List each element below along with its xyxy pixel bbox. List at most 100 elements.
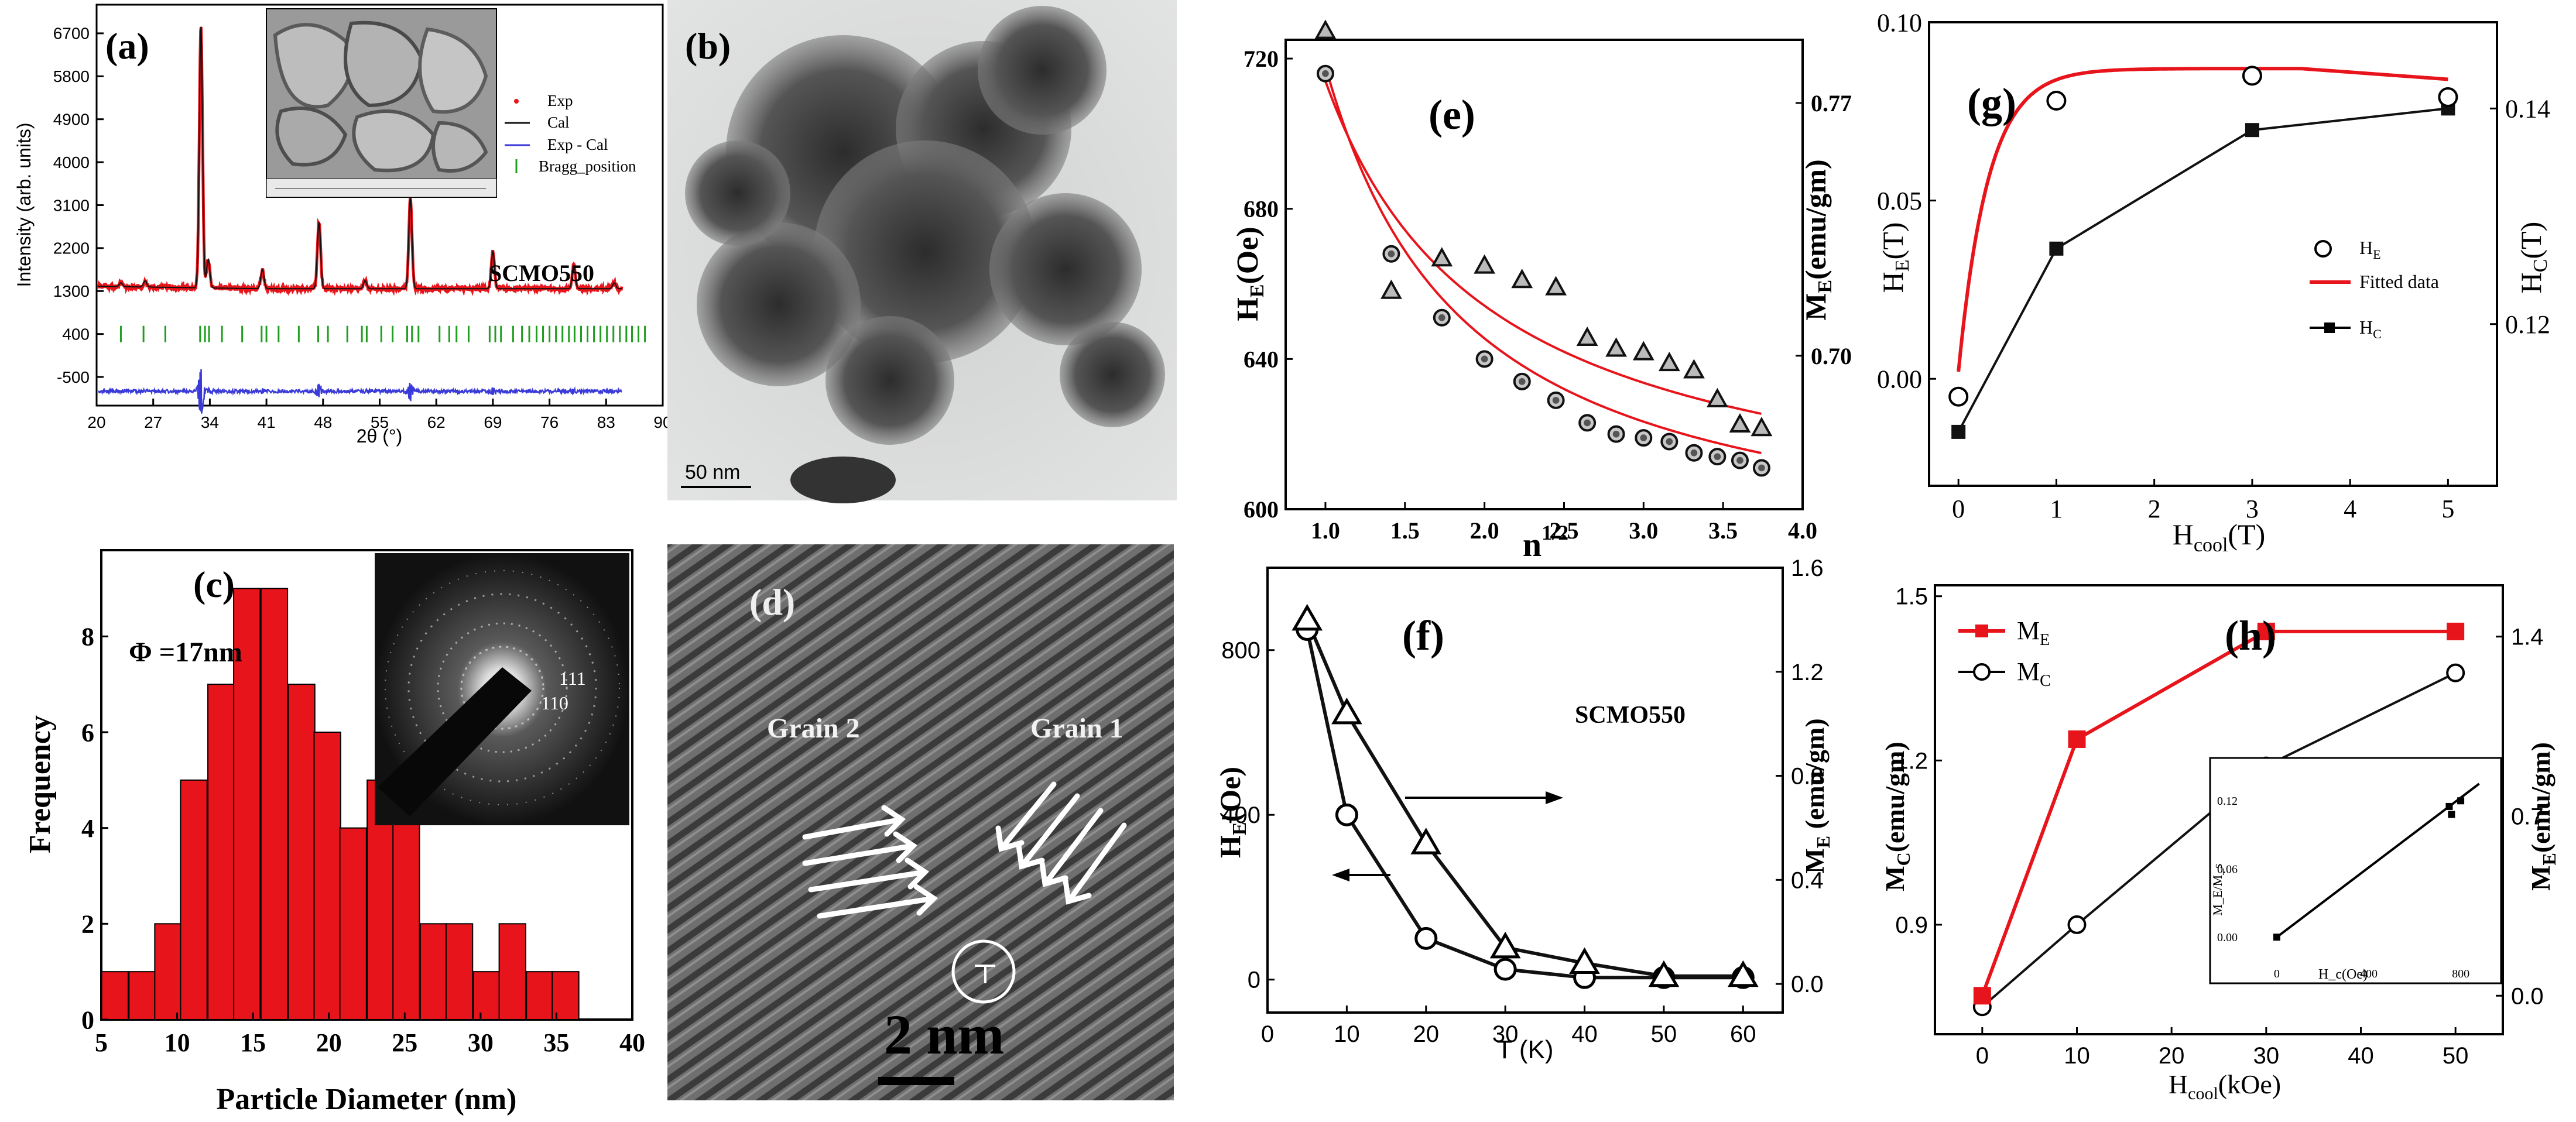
- panel-h-legend: ME MC: [1958, 616, 2051, 690]
- panel-a-legend: Exp Cal Exp - Cal Bragg_position: [505, 92, 636, 175]
- panel-e-y2label: ME(emu/gm): [1799, 159, 1836, 320]
- legend-he: HE: [2359, 237, 2381, 262]
- panel-f-ylabel: HE(Oe): [1214, 767, 1251, 858]
- x-tick-label: 3.0: [1629, 517, 1658, 544]
- histogram-bar: [498, 923, 526, 1020]
- panel-c-ylabel: Frequency: [23, 715, 57, 853]
- data-point: [1414, 927, 1438, 950]
- legend-bragg: Bragg_position: [539, 157, 636, 175]
- x-tick-label: 15: [240, 1028, 266, 1057]
- data-point-core: [1388, 250, 1395, 258]
- y-tick-label: 1300: [53, 282, 90, 300]
- panel-a: 20 27 34 41 48 55 62 69 76 83 90-50040013002200310…: [13, 4, 672, 447]
- histogram-bar: [526, 971, 554, 1020]
- mc-line: [1981, 671, 2457, 1008]
- panel-g-label: (g): [1967, 80, 2016, 126]
- y-tick-label: 4000: [53, 153, 90, 171]
- data-point-core: [1438, 314, 1445, 321]
- data-point: [1648, 960, 1680, 987]
- histogram-bar: [472, 971, 501, 1020]
- y-tick-label: -500: [57, 368, 90, 386]
- he-point: [2046, 91, 2067, 111]
- data-point-core: [1481, 355, 1488, 363]
- panel-g-ylabel: HE(T): [1876, 222, 1913, 293]
- grain2-arrows: [802, 805, 938, 919]
- legend-mc: MC: [2017, 657, 2051, 690]
- data-point: [2245, 123, 2259, 138]
- data-point: [1493, 958, 1517, 981]
- y2-tick-label: 0.70: [1811, 343, 1852, 369]
- legend-exp: Exp: [547, 92, 573, 109]
- x-tick-label: 69: [484, 413, 502, 431]
- legend-me: ME: [2017, 616, 2050, 649]
- inset-point: [2445, 802, 2453, 810]
- histogram-bar: [287, 684, 316, 1020]
- panel-b-label: (b): [685, 25, 731, 67]
- x-tick-label: 1.5: [1390, 517, 1420, 544]
- x-tick-label: 20: [316, 1028, 342, 1057]
- x-tick-label: 40: [619, 1028, 645, 1057]
- x-tick-label: 62: [427, 413, 446, 431]
- data-point: [1605, 337, 1627, 357]
- panel-e-frame: [1284, 39, 1804, 510]
- hc-line: [1957, 107, 2448, 433]
- data-point: [1951, 424, 1966, 439]
- data-point-core: [1322, 70, 1329, 77]
- panel-a-sample: SCMO550: [489, 260, 594, 286]
- data-point: [1729, 413, 1751, 433]
- legend-cal: Cal: [547, 114, 570, 131]
- data-point: [1545, 276, 1567, 296]
- legend-hc: HC: [2359, 317, 2382, 341]
- grain2-label: Grain 2: [767, 713, 860, 744]
- x-tick-label: 3: [2246, 495, 2259, 523]
- legend-exp-cal: Exp - Cal: [547, 136, 608, 153]
- legend-fitted: Fitted data: [2359, 271, 2439, 292]
- y-tick-label: 400: [1221, 802, 1260, 828]
- inset-x-tick: 800: [2452, 967, 2469, 980]
- x-tick-label: 0: [1261, 1021, 1274, 1047]
- y-tick-label: 8: [81, 623, 94, 651]
- panel-g-ticks: 0 1 2 3 4 5 0.00 0.05 0.10 0.12 0.14: [1877, 8, 2550, 523]
- x-tick-label: 20: [1413, 1021, 1440, 1047]
- x-tick-label: 60: [1730, 1021, 1756, 1047]
- panel-c-xlabel: Particle Diameter (nm): [216, 1083, 516, 1116]
- x-tick-label: 1: [2050, 495, 2063, 523]
- histogram-bar: [419, 923, 448, 1020]
- histogram-bar: [313, 731, 341, 1021]
- x-tick-label: 20: [87, 413, 105, 431]
- panel-c-ticks: 5 10 15 20 25 30 35 40 0 2 4 6 8: [81, 623, 645, 1057]
- x-tick-label: 48: [314, 413, 332, 431]
- x-tick-label: 1.0: [1311, 517, 1340, 544]
- y-tick-label: 0.05: [1877, 187, 1922, 215]
- inset-x-tick: 400: [2360, 967, 2378, 980]
- grain1-arrows: [995, 781, 1127, 905]
- y-tick-label: 640: [1244, 346, 1279, 372]
- y-tick-label: 1.2: [1895, 748, 1928, 774]
- saed-label-110: 110: [541, 692, 568, 713]
- y-tick-label: 1.5: [1895, 584, 1928, 610]
- panel-g-y2label: HC(T): [2515, 222, 2551, 294]
- y2-tick-label: 0.7: [2511, 804, 2544, 829]
- fit-curve: [1324, 66, 1762, 454]
- data-point: [1489, 931, 1521, 959]
- inset-ylabel: M_E/M_s: [2210, 863, 2225, 915]
- panel-c-label: (c): [193, 564, 235, 605]
- x-tick-label: 10: [1334, 1021, 1360, 1047]
- y2-tick-label: 0.0: [2511, 983, 2544, 1009]
- panel-a-ylabel: Intensity (arb. units): [13, 123, 35, 287]
- y2-tick-label: 0.0: [1791, 972, 1824, 997]
- panel-e-ticks: 1.0 1.5 2.0 2.5 3.0 3.5 4.0 600 640 680 720 0.70 0.7…: [1244, 46, 1852, 544]
- panel-a-label: (a): [105, 25, 149, 67]
- data-point: [1576, 326, 1598, 346]
- inset-fit-line: [2276, 783, 2480, 938]
- x-tick-label: 2.0: [1470, 517, 1499, 544]
- histogram-bar: [128, 971, 156, 1020]
- fitted-curve: [1957, 67, 2448, 372]
- data-point: [1331, 697, 1362, 725]
- inset-point: [2273, 934, 2280, 941]
- he-point: [2438, 87, 2458, 107]
- y2-tick-label: 0.12: [2505, 310, 2550, 339]
- panel-g-plot: [1948, 66, 2458, 439]
- panel-c-plot: [101, 588, 580, 1021]
